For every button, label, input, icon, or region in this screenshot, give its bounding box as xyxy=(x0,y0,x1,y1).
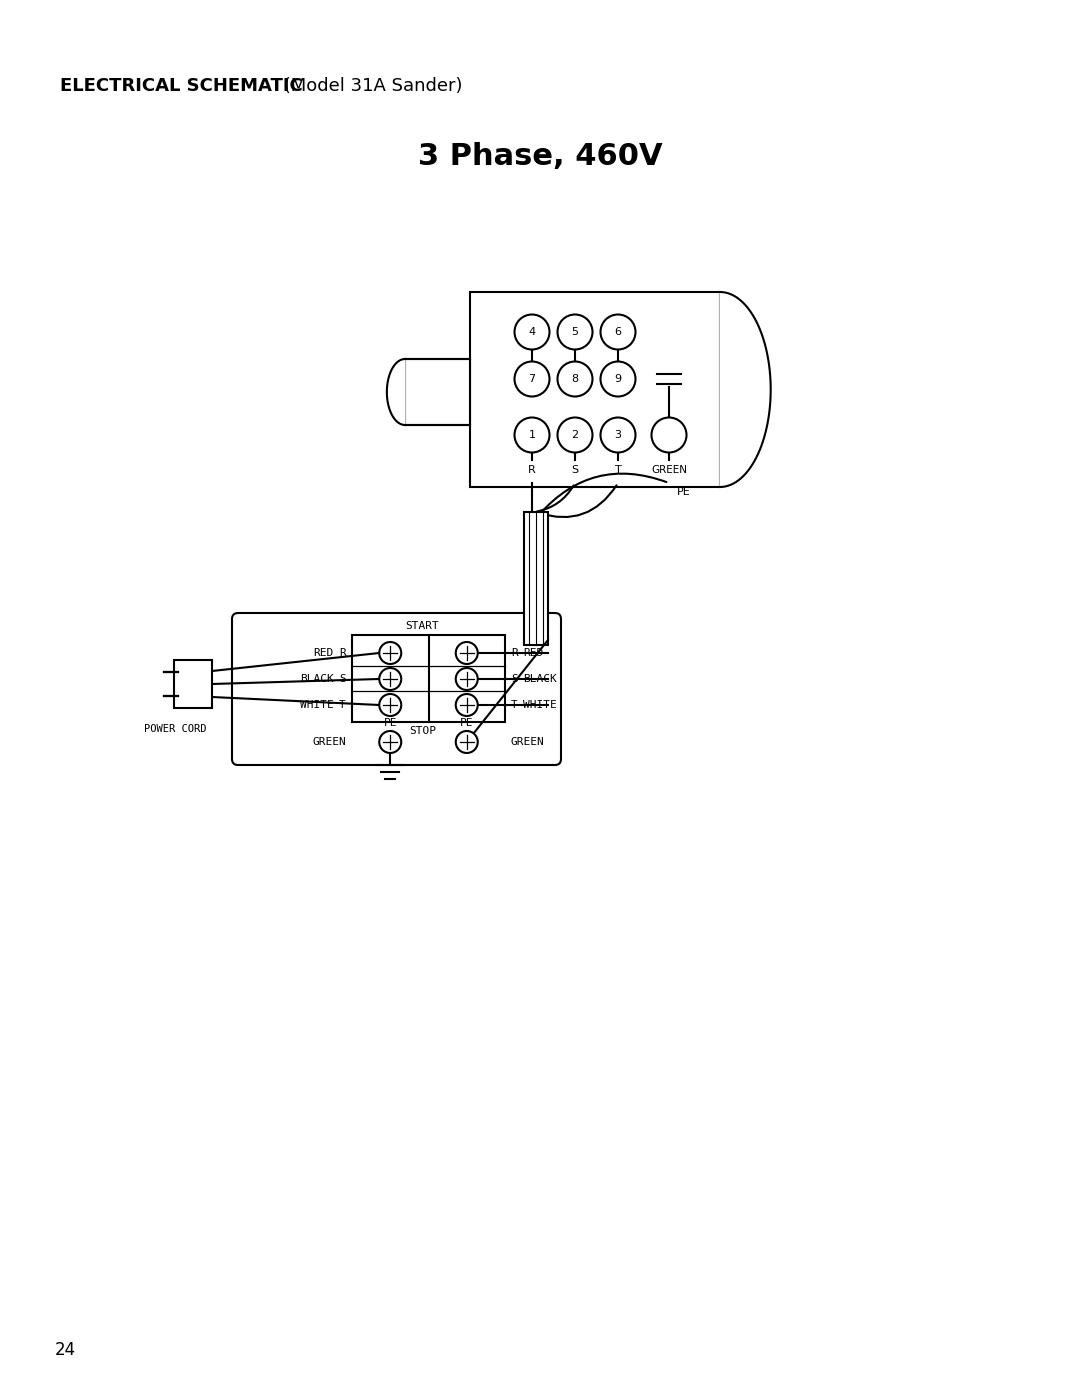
Text: S: S xyxy=(571,465,579,475)
Text: T: T xyxy=(615,465,621,475)
Text: R: R xyxy=(528,465,536,475)
Circle shape xyxy=(557,314,593,349)
Circle shape xyxy=(514,418,550,453)
Text: 3: 3 xyxy=(615,430,621,440)
Bar xyxy=(174,659,212,708)
Text: 24: 24 xyxy=(55,1341,76,1359)
Text: POWER CORD: POWER CORD xyxy=(144,724,206,733)
Circle shape xyxy=(379,643,402,664)
Circle shape xyxy=(557,362,593,397)
Circle shape xyxy=(600,362,635,397)
Circle shape xyxy=(456,694,477,717)
Text: 7: 7 xyxy=(528,374,536,384)
Bar xyxy=(352,636,505,722)
Text: START: START xyxy=(406,622,440,631)
Text: PE: PE xyxy=(677,488,691,497)
Text: STOP: STOP xyxy=(409,726,436,736)
Text: PE: PE xyxy=(383,718,397,728)
Text: PE: PE xyxy=(460,718,473,728)
Text: T: T xyxy=(511,700,517,710)
Circle shape xyxy=(514,314,550,349)
Circle shape xyxy=(379,668,402,690)
Text: R: R xyxy=(339,648,346,658)
Text: (Model 31A Sander): (Model 31A Sander) xyxy=(278,77,462,95)
Text: 1: 1 xyxy=(528,430,536,440)
Bar xyxy=(524,511,548,645)
Circle shape xyxy=(514,362,550,397)
Text: 5: 5 xyxy=(571,327,579,337)
Circle shape xyxy=(379,731,402,753)
Circle shape xyxy=(456,643,477,664)
Text: 3 Phase, 460V: 3 Phase, 460V xyxy=(418,142,662,170)
Circle shape xyxy=(600,314,635,349)
Circle shape xyxy=(456,731,477,753)
Text: S: S xyxy=(339,673,346,685)
Bar xyxy=(405,359,470,425)
Text: BLACK: BLACK xyxy=(300,673,334,685)
Text: RED: RED xyxy=(523,648,543,658)
Text: GREEN: GREEN xyxy=(651,465,687,475)
Text: T: T xyxy=(339,700,346,710)
Text: 2: 2 xyxy=(571,430,579,440)
Text: 6: 6 xyxy=(615,327,621,337)
Text: GREEN: GREEN xyxy=(312,738,346,747)
Polygon shape xyxy=(387,359,405,425)
Circle shape xyxy=(456,668,477,690)
Text: GREEN: GREEN xyxy=(511,738,544,747)
Circle shape xyxy=(557,418,593,453)
Text: BLACK: BLACK xyxy=(523,673,557,685)
Text: S: S xyxy=(511,673,517,685)
Text: 9: 9 xyxy=(615,374,622,384)
Text: 8: 8 xyxy=(571,374,579,384)
Text: ELECTRICAL SCHEMATIC: ELECTRICAL SCHEMATIC xyxy=(60,77,302,95)
Circle shape xyxy=(379,694,402,717)
Text: R: R xyxy=(511,648,517,658)
Text: RED: RED xyxy=(314,648,334,658)
Circle shape xyxy=(600,418,635,453)
Bar xyxy=(470,292,720,488)
Text: WHITE: WHITE xyxy=(300,700,334,710)
Circle shape xyxy=(651,418,687,453)
Text: WHITE: WHITE xyxy=(523,700,557,710)
Text: 4: 4 xyxy=(528,327,536,337)
Polygon shape xyxy=(720,292,771,488)
